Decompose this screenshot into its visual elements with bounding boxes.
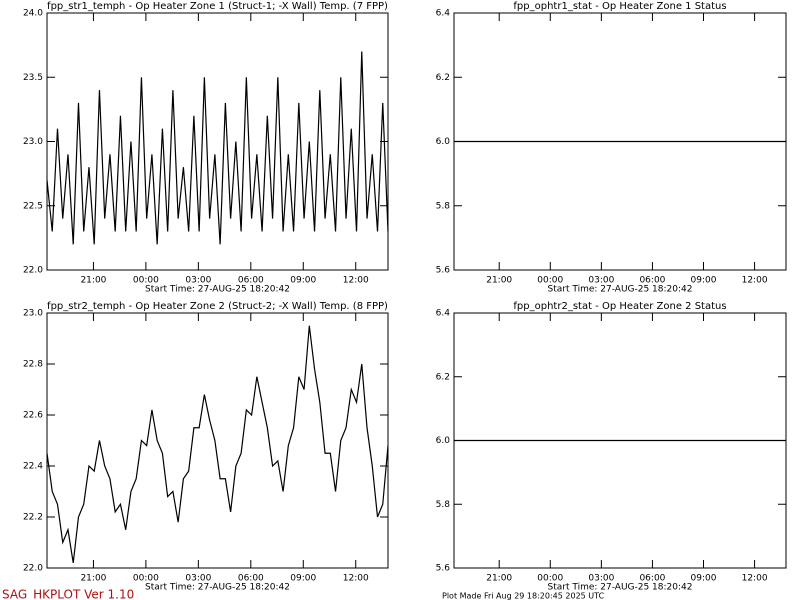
- program-label: SAG_HKPLOT Ver 1.10: [2, 588, 134, 600]
- x-tick-label: 03:00: [588, 574, 614, 584]
- x-tick-label: 21:00: [486, 574, 512, 584]
- plot-frame: [46, 312, 389, 569]
- y-tick-label: 24.0: [23, 9, 43, 19]
- x-tick-label: 03:00: [588, 276, 614, 286]
- y-tick-label: 6.4: [436, 309, 451, 319]
- x-tick-label: 09:00: [691, 574, 717, 584]
- x-tick-label: 12:00: [742, 574, 768, 584]
- x-tick-label: 06:00: [639, 276, 665, 286]
- plot-made-label: Plot Made Fri Aug 29 18:20:45 2025 UTC: [442, 592, 605, 600]
- y-tick-label: 5.6: [436, 266, 451, 276]
- y-tick-label: 6.4: [436, 9, 451, 19]
- x-tick-label: 12:00: [343, 574, 369, 584]
- panel-title: fpp_ophtr2_stat - Op Heater Zone 2 Statu…: [513, 301, 726, 312]
- x-tick-label: 12:00: [343, 276, 369, 286]
- y-tick-label: 5.8: [436, 201, 451, 211]
- x-tick-label: 06:00: [238, 276, 264, 286]
- x-axis-label: Start Time: 27-AUG-25 18:20:42: [145, 583, 290, 593]
- x-tick-label: 21:00: [486, 276, 512, 286]
- plot-frame: [46, 12, 389, 271]
- y-tick-label: 6.0: [436, 137, 451, 147]
- x-tick-label: 21:00: [80, 276, 106, 286]
- y-tick-label: 5.8: [436, 500, 451, 510]
- y-tick-label: 22.6: [23, 411, 43, 421]
- y-tick-label: 22.2: [23, 513, 43, 523]
- y-tick-label: 22.4: [23, 462, 43, 472]
- y-tick-label: 22.0: [23, 564, 43, 574]
- panel-title: fpp_str1_temph - Op Heater Zone 1 (Struc…: [47, 1, 388, 12]
- data-line: [46, 51, 389, 245]
- x-tick-label: 00:00: [537, 276, 563, 286]
- panel-title: fpp_str2_temph - Op Heater Zone 2 (Struc…: [47, 301, 388, 312]
- x-tick-label: 12:00: [742, 276, 768, 286]
- x-tick-label: 03:00: [185, 276, 211, 286]
- x-axis-label: Start Time: 27-AUG-25 18:20:42: [548, 285, 693, 295]
- y-tick-label: 23.0: [23, 309, 43, 319]
- y-tick-label: 6.0: [436, 436, 451, 446]
- x-tick-label: 03:00: [185, 574, 211, 584]
- y-tick-label: 22.5: [23, 201, 43, 211]
- x-tick-label: 00:00: [133, 276, 159, 286]
- y-tick-label: 5.6: [436, 564, 451, 574]
- y-tick-label: 22.8: [23, 360, 43, 370]
- y-tick-label: 6.2: [436, 372, 450, 382]
- y-tick-label: 6.2: [436, 73, 450, 83]
- plot-frame: [453, 312, 787, 569]
- x-tick-label: 06:00: [639, 574, 665, 584]
- data-line: [46, 325, 389, 563]
- panel-title: fpp_ophtr1_stat - Op Heater Zone 1 Statu…: [513, 1, 726, 12]
- y-tick-label: 23.5: [23, 73, 43, 83]
- x-tick-label: 09:00: [691, 276, 717, 286]
- plot-frame: [453, 12, 787, 271]
- x-tick-label: 00:00: [133, 574, 159, 584]
- x-tick-label: 21:00: [80, 574, 106, 584]
- x-axis-label: Start Time: 27-AUG-25 18:20:42: [548, 583, 693, 593]
- x-tick-label: 09:00: [290, 574, 316, 584]
- y-tick-label: 22.0: [23, 266, 43, 276]
- x-axis-label: Start Time: 27-AUG-25 18:20:42: [145, 285, 290, 295]
- x-tick-label: 00:00: [537, 574, 563, 584]
- x-tick-label: 06:00: [238, 574, 264, 584]
- y-tick-label: 23.0: [23, 137, 43, 147]
- x-tick-label: 09:00: [290, 276, 316, 286]
